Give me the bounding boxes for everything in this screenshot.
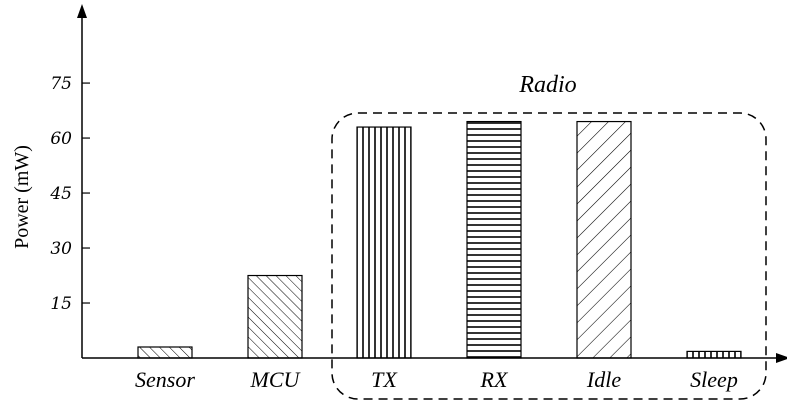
radio-group-box — [331, 112, 767, 400]
bar-rx — [466, 120, 522, 359]
bar-sensor — [137, 346, 193, 359]
y-tick-label: 30 — [50, 239, 72, 259]
x-category-label: Idle — [586, 367, 621, 392]
bar-idle — [576, 120, 632, 359]
x-category-label: RX — [480, 367, 509, 392]
y-tick-label: 15 — [50, 294, 72, 314]
x-category-label: Sleep — [690, 367, 738, 392]
y-axis-arrow — [77, 4, 87, 18]
bar-tx — [356, 126, 412, 359]
bar-mcu — [247, 274, 303, 359]
y-tick-label: 75 — [50, 74, 72, 94]
y-tick-label: 45 — [49, 184, 72, 204]
x-axis-arrow — [776, 353, 787, 363]
y-tick-label: 60 — [50, 129, 72, 149]
radio-group-label: Radio — [518, 72, 576, 98]
bar-sleep — [686, 350, 742, 359]
x-category-label: TX — [371, 367, 398, 392]
x-category-label: MCU — [250, 367, 302, 392]
x-category-label: Sensor — [135, 367, 195, 392]
y-axis-label: Power (mW) — [11, 145, 33, 249]
